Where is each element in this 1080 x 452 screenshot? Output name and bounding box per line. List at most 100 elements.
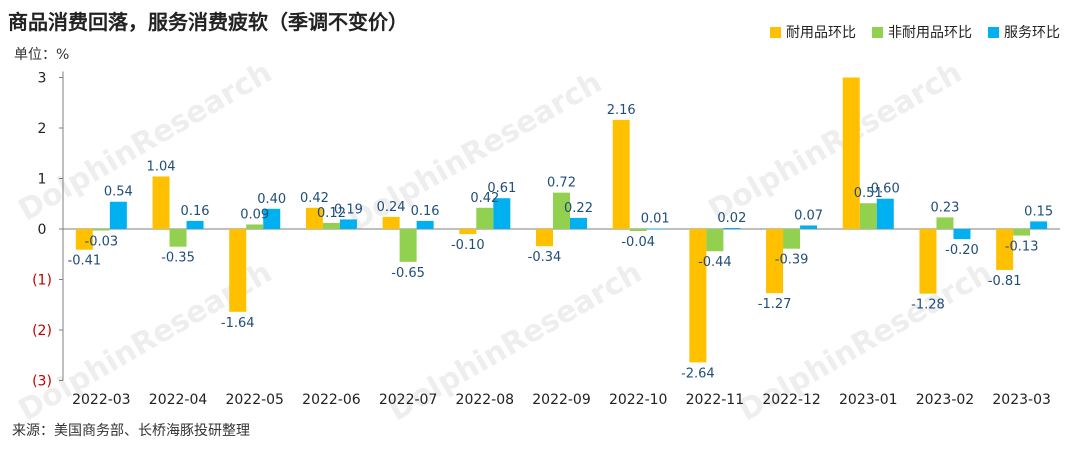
bar: [152, 176, 170, 229]
data-label: -0.34: [528, 250, 562, 265]
bar: [876, 198, 894, 229]
x-tick-label: 2022-11: [686, 392, 745, 408]
legend-label-services: 服务环比: [1004, 25, 1060, 41]
bar: [1013, 229, 1031, 236]
data-label: 0.02: [717, 211, 746, 226]
bar: [109, 201, 127, 229]
bar: [570, 217, 587, 229]
legend-item-services: 服务环比: [988, 22, 1060, 42]
bar: [493, 198, 511, 229]
bar: [322, 222, 340, 229]
data-label: -0.35: [161, 251, 195, 266]
data-label: 0.23: [930, 200, 959, 215]
data-label: -0.03: [85, 235, 119, 250]
legend-label-nondurable: 非耐用品环比: [888, 25, 972, 41]
data-label: 0.24: [377, 200, 406, 215]
legend-swatch-durable: [770, 26, 781, 38]
x-tick-label: 2023-03: [992, 392, 1051, 408]
bar: [75, 229, 93, 250]
bar: [859, 203, 877, 229]
data-label: 1.04: [147, 159, 176, 174]
data-label: 0.40: [257, 192, 286, 207]
source-note: 来源：美国商务部、长桥海豚投研整理: [12, 423, 250, 439]
bar: [382, 216, 400, 229]
bar: [416, 220, 434, 229]
x-tick-label: 2023-02: [916, 392, 975, 408]
bar: [706, 229, 724, 252]
bar: [169, 229, 187, 247]
bar: [800, 225, 818, 229]
svg-text:DolphinResearch: DolphinResearch: [703, 55, 968, 228]
legend-label-durable: 耐用品环比: [786, 25, 856, 41]
unit-label: 单位：%: [14, 47, 70, 63]
data-label: 0.16: [181, 204, 210, 219]
data-label: 0.22: [564, 201, 593, 216]
data-label: -1.27: [758, 297, 792, 312]
data-label: 0.07: [794, 208, 823, 223]
watermark: DolphinResearch: [703, 55, 968, 228]
data-label: 0.61: [487, 181, 516, 196]
x-tick-label: 2023-01: [839, 392, 898, 408]
data-label: 0.51: [854, 186, 883, 201]
bar: [1030, 221, 1048, 229]
data-labels: -0.41 1.04 -1.64 0.42 0.24 -0.10 -0.34 2.16 -2.6…: [68, 103, 1054, 381]
data-label: 0.54: [104, 185, 133, 200]
data-label: -0.81: [988, 274, 1022, 289]
svg-text:DolphinResearch: DolphinResearch: [13, 55, 278, 228]
data-label: -0.20: [945, 243, 979, 258]
data-label: 0.72: [547, 176, 576, 191]
bar: [399, 229, 417, 262]
legend-item-nondurable: 非耐用品环比: [872, 22, 972, 42]
legend: 耐用品环比 非耐用品环比 服务环比: [770, 22, 1060, 42]
bar: [766, 229, 784, 294]
bar: [689, 229, 707, 363]
x-tick-label: 2022-07: [379, 392, 438, 408]
data-label: -1.28: [911, 298, 945, 313]
legend-swatch-nondurable: [872, 26, 883, 38]
watermark: DolphinResearch: [13, 55, 278, 228]
bars: [75, 77, 1048, 363]
y-tick-label: 1: [38, 172, 47, 188]
data-label: 0.42: [300, 191, 329, 206]
bar: [246, 224, 264, 229]
bar: [553, 192, 570, 229]
bar: [476, 207, 494, 229]
bar: [953, 229, 971, 240]
bar: [536, 229, 553, 247]
bar: [842, 77, 860, 229]
x-tick-label: 2022-04: [149, 392, 208, 408]
x-tick-label: 2022-08: [456, 392, 515, 408]
data-label: 0.15: [1024, 204, 1053, 219]
data-label: 0.42: [470, 191, 499, 206]
data-label: -0.41: [68, 254, 102, 269]
bar: [612, 119, 630, 229]
bar: [339, 219, 357, 229]
y-tick-label: (3): [32, 374, 52, 390]
bar: [919, 229, 937, 294]
x-tick-label: 2022-06: [302, 392, 361, 408]
y-tick-label: (2): [32, 323, 52, 339]
y-tick-label: 2: [38, 121, 47, 137]
data-label: -0.39: [775, 253, 809, 268]
data-label: -2.64: [681, 366, 715, 381]
legend-item-durable: 耐用品环比: [770, 22, 856, 42]
bar: [186, 220, 204, 229]
bar: [459, 229, 477, 235]
data-label: 0.12: [317, 206, 346, 221]
y-tick-label: 3: [38, 71, 47, 87]
bar: [936, 217, 954, 229]
x-tick-label: 2022-12: [762, 392, 821, 408]
bar: [723, 227, 741, 229]
bar: [305, 207, 323, 229]
data-label: 0.01: [641, 211, 670, 226]
data-label: -0.65: [391, 266, 425, 281]
x-tick-label: 2022-03: [72, 392, 131, 408]
y-tick-label: 0: [38, 222, 47, 238]
data-label: 0.19: [334, 202, 363, 217]
bar: [92, 229, 110, 231]
chart-title: 商品消费回落，服务消费疲软（季调不变价）: [8, 10, 408, 34]
bar: [629, 229, 647, 232]
data-label: 2.16: [607, 103, 636, 118]
x-tick-label: 2022-05: [225, 392, 284, 408]
